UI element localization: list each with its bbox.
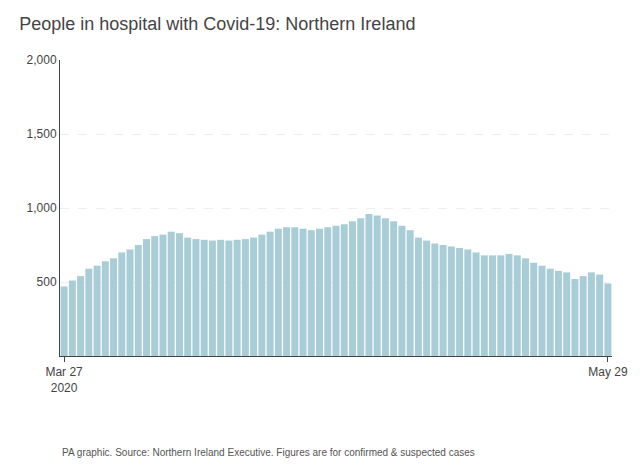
svg-text:500: 500	[37, 275, 57, 289]
svg-text:PA graphic. Source: Northern I: PA graphic. Source: Northern Ireland Exe…	[62, 447, 475, 458]
svg-text:Mar 272020: Mar 272020	[45, 365, 83, 395]
svg-text:2,000: 2,000	[27, 53, 57, 67]
svg-text:1,500: 1,500	[27, 127, 57, 141]
svg-text:1,000: 1,000	[27, 201, 57, 215]
svg-text:May 29: May 29	[588, 365, 628, 379]
svg-text:People in hospital with Covid-: People in hospital with Covid-19: Northe…	[19, 14, 415, 34]
